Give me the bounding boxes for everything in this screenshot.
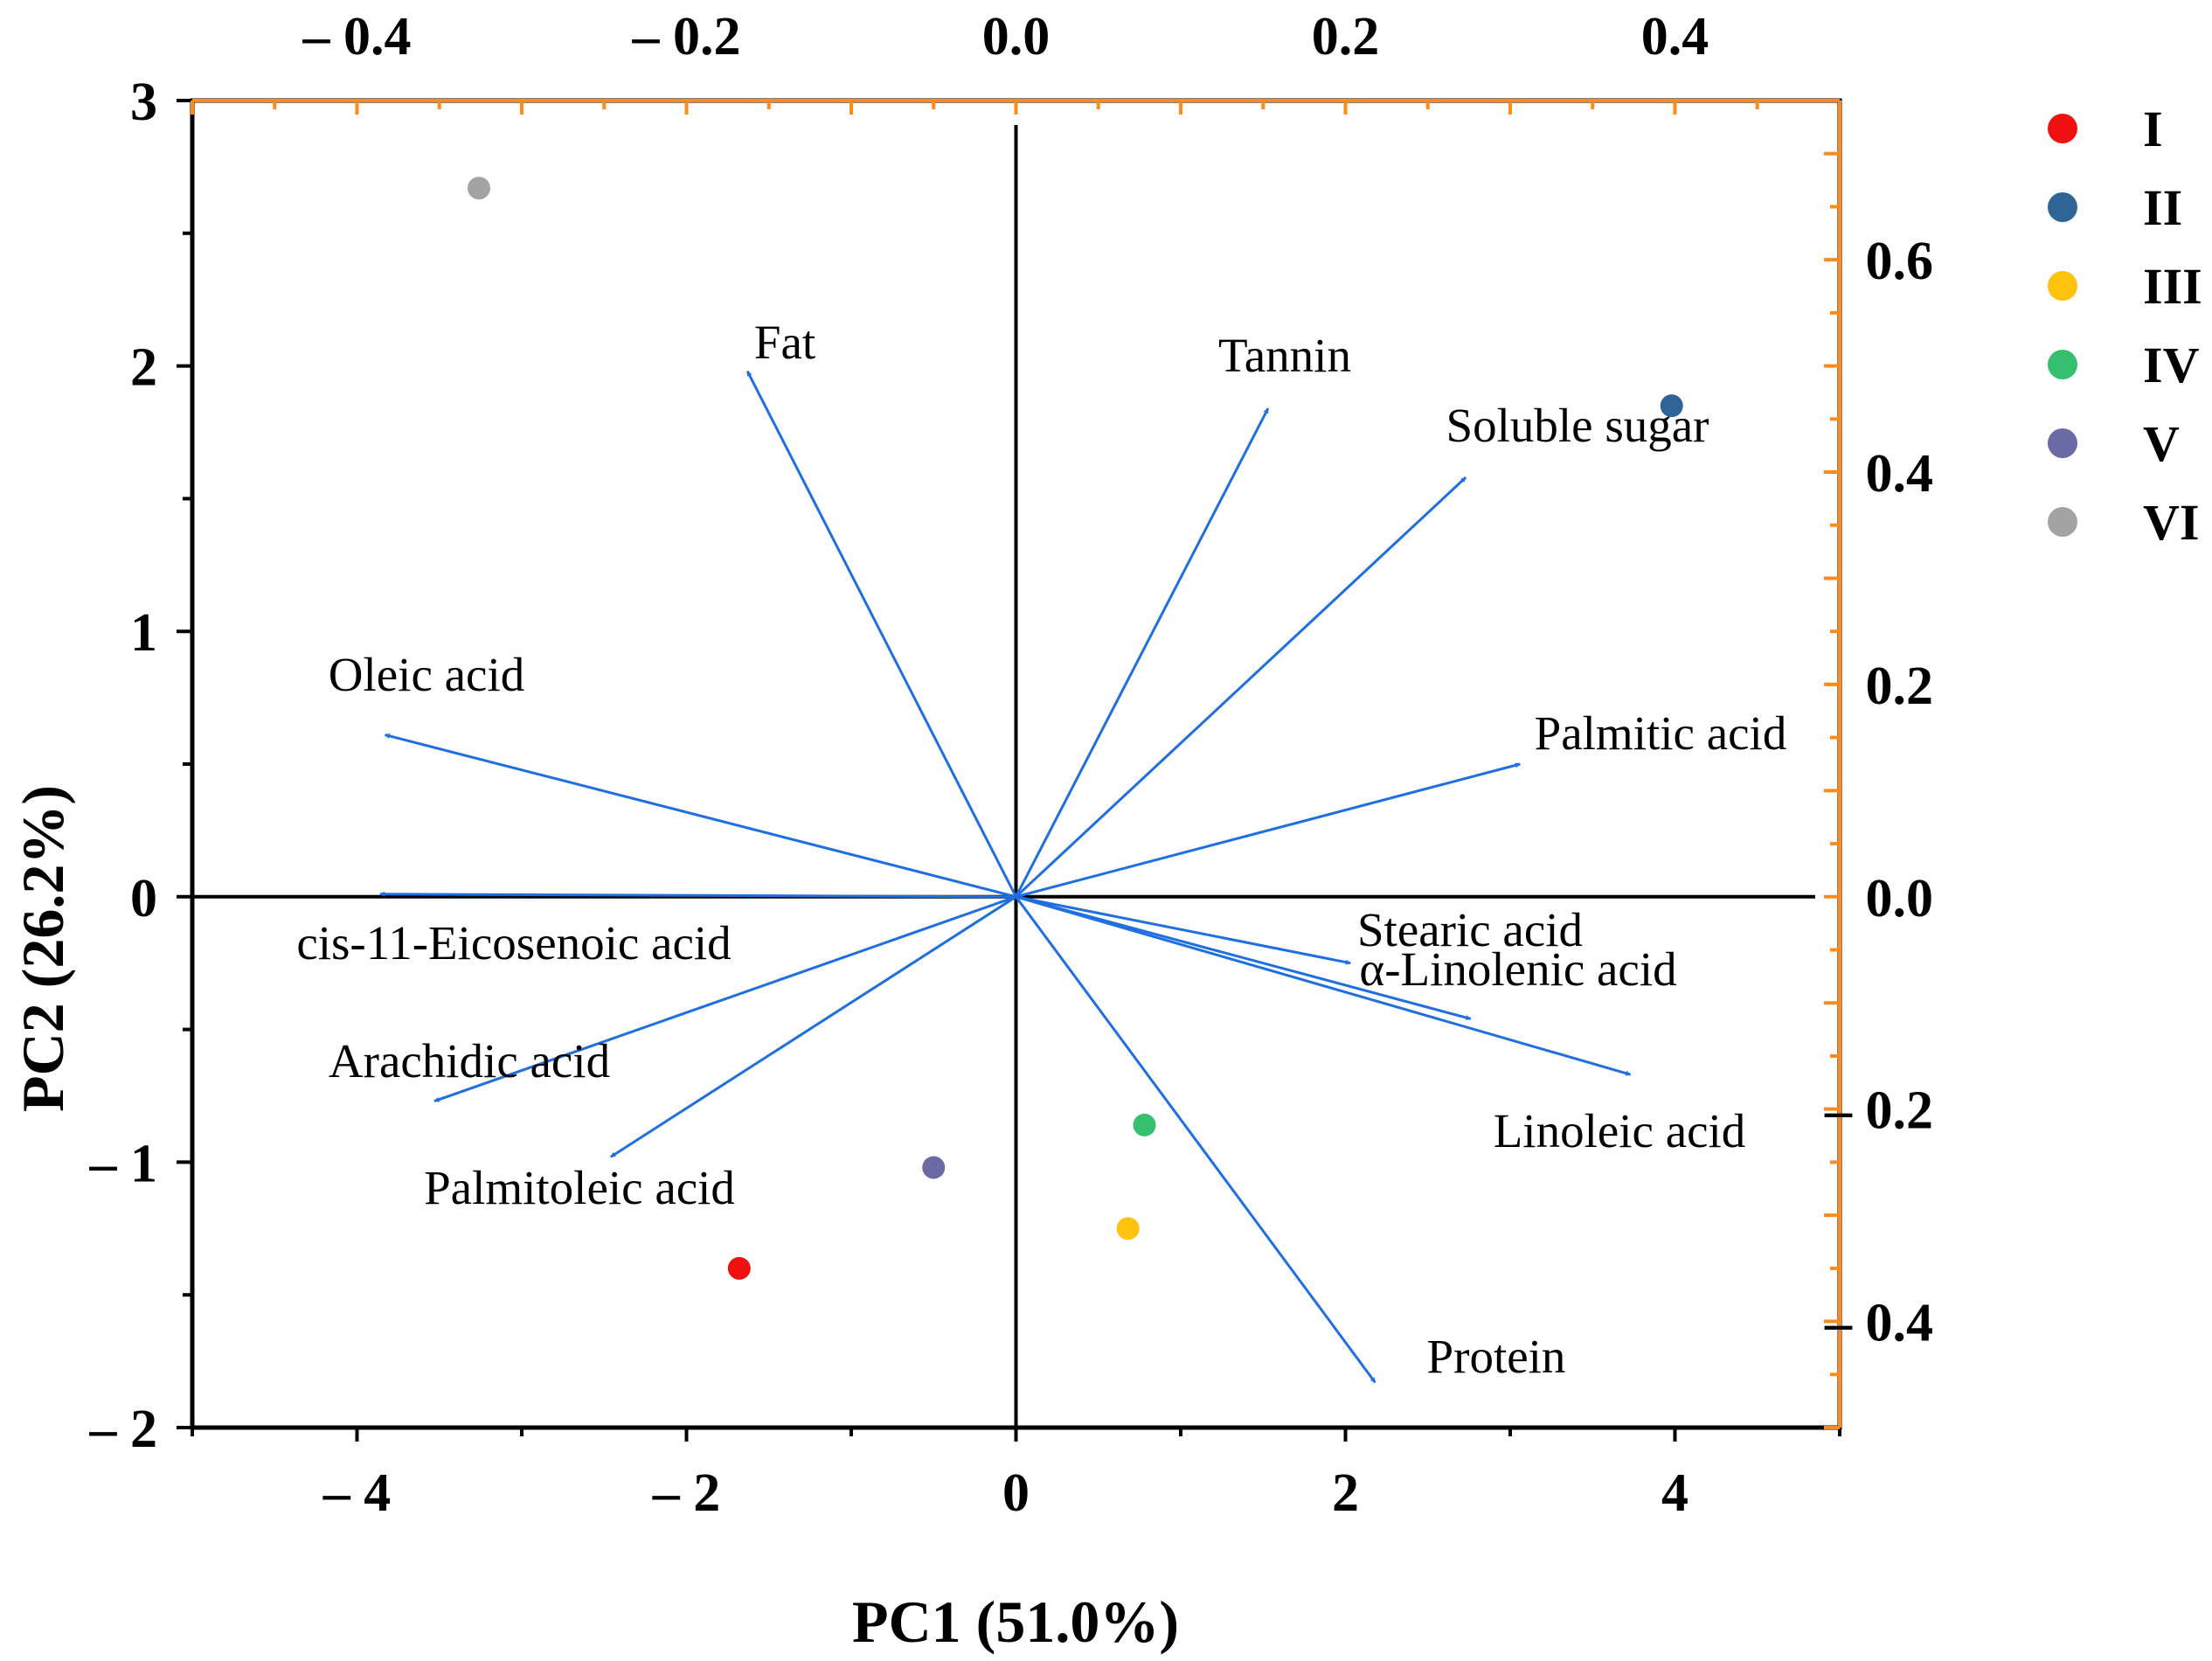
legend-label-vi: VI	[2143, 494, 2199, 551]
y-axis-title: PC2 (26.2%)	[10, 785, 76, 1112]
loading-label-palmitoleic-acid: Palmitoleic acid	[424, 1161, 735, 1214]
sample-points	[467, 177, 1683, 1280]
loading-arrow-fat	[745, 370, 1017, 898]
loading-label-stearic-acid: Stearic acid	[1357, 903, 1583, 956]
loading-arrow-protein	[1015, 895, 1376, 1384]
x-tick-label: 4	[1661, 1463, 1688, 1523]
legend-label-iv: IV	[2143, 337, 2200, 393]
loading-arrow-linolenic-acid	[1016, 895, 1472, 1020]
x-axis-ticks: – 4 – 2 0 2 4	[191, 1428, 1841, 1523]
legend-marker-iii	[2048, 271, 2077, 301]
legend-marker-iv	[2048, 350, 2077, 379]
legend-label-ii: II	[2143, 179, 2182, 236]
x-tick-label: 2	[1332, 1463, 1359, 1523]
loading-label-protein: Protein	[1427, 1330, 1566, 1383]
loading-label-arachidic-acid: Arachidic acid	[329, 1034, 610, 1088]
legend-label-iii: III	[2143, 258, 2202, 315]
top-tick-label: – 0.2	[632, 7, 741, 66]
legend-marker-i	[2048, 114, 2077, 143]
legend-marker-vi	[2048, 507, 2077, 537]
y-tick-label: – 1	[89, 1134, 158, 1193]
y-tick-label: 1	[130, 603, 157, 663]
right-tick-label: 0.4	[1866, 444, 1934, 504]
loading-label-oleic-acid: Oleic acid	[329, 648, 524, 701]
point-iv	[1133, 1113, 1156, 1136]
right-tick-label: – 0.4	[1824, 1294, 1933, 1353]
point-i	[727, 1256, 751, 1280]
loading-arrow-stearic-acid	[1016, 895, 1351, 965]
loading-label-fat: Fat	[754, 316, 815, 369]
legend-marker-v	[2048, 428, 2077, 458]
legend-marker-ii	[2048, 192, 2077, 222]
point-ii	[1660, 394, 1683, 418]
top-axis-ticks: – 0.4 – 0.2 0.0 0.2 0.4	[191, 7, 1841, 115]
loading-label-tannin: Tannin	[1218, 329, 1351, 382]
loading-arrow-soluble-sugar	[1015, 476, 1467, 898]
loading-arrow-cis-11-eicosenoic-acid	[379, 891, 1016, 899]
legend-label-v: V	[2143, 415, 2180, 472]
loading-label-cis-11-eicosenoic-acid: cis-11-Eicosenoic acid	[296, 916, 731, 969]
point-iii	[1116, 1217, 1140, 1241]
loading-arrow-palmitic-acid	[1016, 762, 1521, 899]
right-tick-label: – 0.2	[1824, 1081, 1933, 1141]
top-tick-label: 0.2	[1312, 7, 1380, 66]
x-tick-label: – 2	[652, 1463, 721, 1523]
loading-label-linolenic-acid: α-Linolenic acid	[1359, 942, 1676, 996]
loading-arrow-linoleic-acid	[1016, 895, 1632, 1076]
point-v	[922, 1156, 946, 1179]
x-tick-label: – 4	[322, 1463, 392, 1523]
loading-arrow-palmitoleic-acid	[609, 895, 1017, 1158]
right-tick-label: 0.6	[1866, 232, 1934, 291]
right-axis-ticks: – 0.4 – 0.2 0.0 0.2 0.4 0.6	[1824, 99, 1934, 1429]
loading-arrow-tannin	[1015, 407, 1270, 898]
top-tick-label: 0.4	[1641, 7, 1709, 66]
x-axis-title: PC1 (51.0%)	[852, 1588, 1179, 1655]
x-tick-label: 0	[1002, 1463, 1030, 1523]
point-vi	[467, 177, 490, 200]
top-tick-label: – 0.4	[302, 7, 412, 66]
zero-axes	[192, 125, 1815, 1428]
loading-arrow-oleic-acid	[384, 733, 1016, 899]
y-tick-label: 3	[130, 73, 157, 132]
right-tick-label: 0.2	[1866, 657, 1934, 716]
y-tick-label: – 2	[89, 1400, 158, 1459]
top-tick-label: 0.0	[982, 7, 1051, 66]
right-tick-label: 0.0	[1866, 869, 1934, 928]
loading-label-palmitic-acid: Palmitic acid	[1535, 706, 1787, 760]
loading-label-linoleic-acid: Linoleic acid	[1494, 1104, 1746, 1157]
y-tick-label: 2	[130, 338, 157, 398]
y-axis-ticks: – 2 – 1 0 1 2 3	[89, 73, 192, 1459]
legend-label-i: I	[2143, 101, 2163, 157]
loading-arrow-arachidic-acid	[433, 895, 1016, 1102]
y-tick-label: 0	[130, 869, 157, 928]
